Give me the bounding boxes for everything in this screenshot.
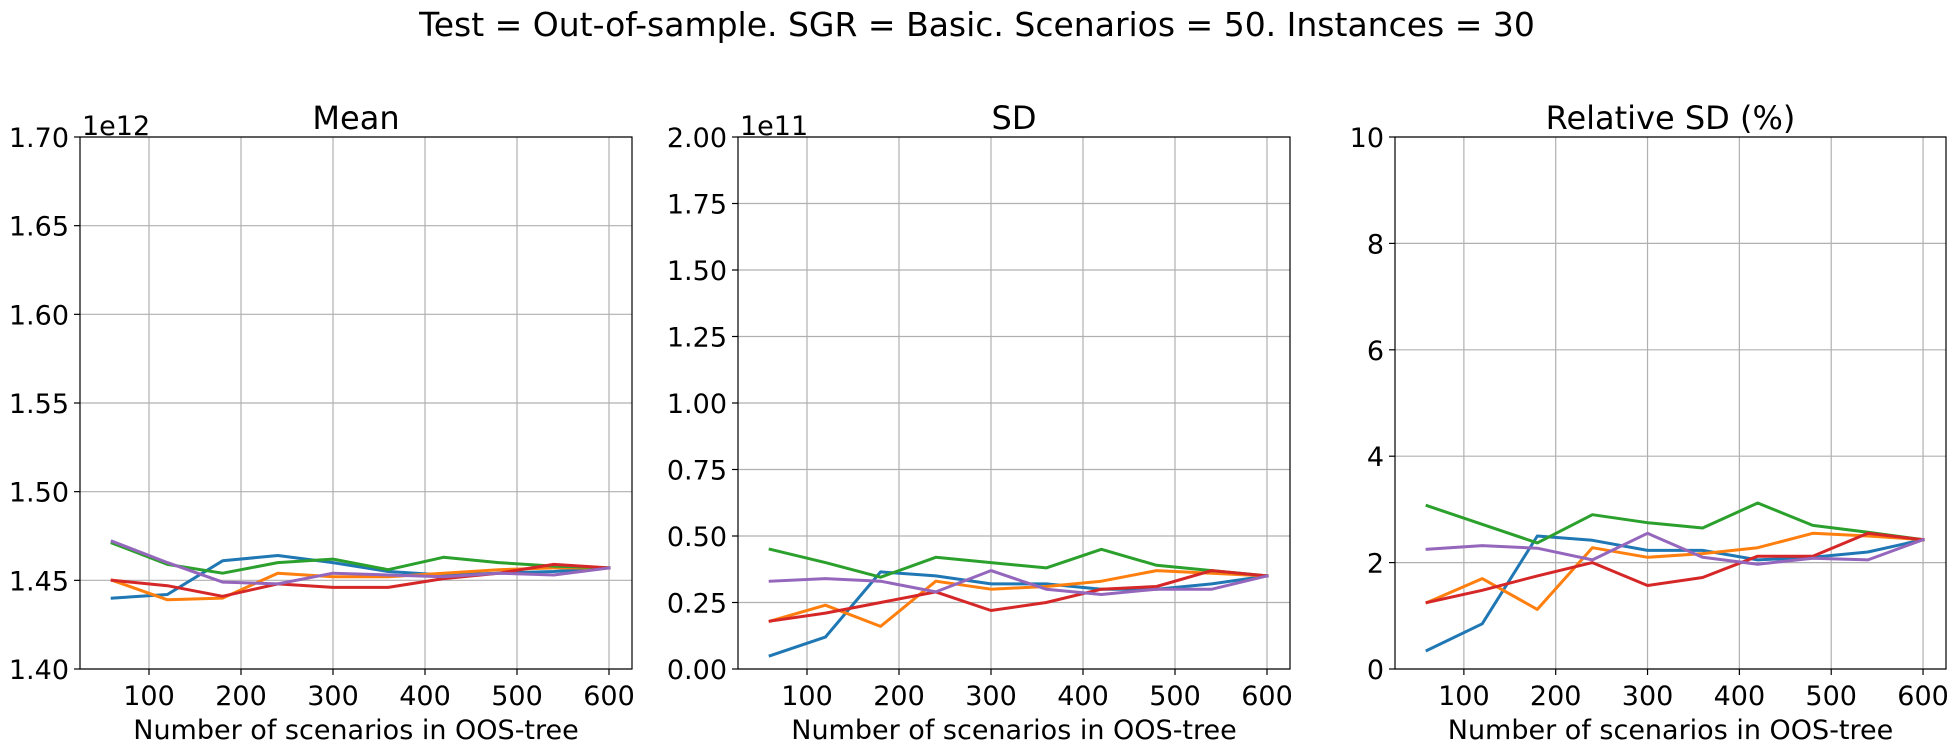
x-axis-label: Number of scenarios in OOS-tree (133, 715, 579, 746)
x-tick-label: 600 (1241, 681, 1293, 712)
y-tick-label: 8 (1367, 229, 1384, 260)
chart-title: Mean (312, 99, 399, 137)
y-tick-label: 1.65 (9, 212, 69, 243)
chart-panel-1: 100 200 300 400 500 600 1.40 1.45 1.50 1.55 1.60 1.… (9, 99, 635, 746)
x-tick-label: 100 (781, 681, 833, 712)
x-tick-label: 400 (1714, 681, 1766, 712)
series-line-4 (1425, 531, 1925, 605)
y-tick-label: 1.45 (9, 566, 69, 597)
series-line-1 (1425, 534, 1925, 653)
y-tick-label: 1.60 (9, 300, 69, 331)
axis-offset-label: 1e12 (82, 111, 150, 142)
series-line-5 (1425, 531, 1925, 566)
series-line-4 (768, 569, 1269, 623)
x-tick-label: 300 (1622, 681, 1674, 712)
chart-panel-3: 100 200 300 400 500 600 0 2 4 6 8 10 Relative SD (%)… (1350, 99, 1949, 746)
gridlines (1395, 136, 1946, 670)
y-tick-label: 1.75 (667, 190, 727, 221)
y-tick-label: 0 (1367, 655, 1384, 686)
y-tick-label: 0.00 (667, 655, 727, 686)
x-tick-label: 500 (491, 681, 543, 712)
x-tick-label: 100 (1438, 681, 1490, 712)
x-tick-label: 200 (215, 681, 267, 712)
y-tick-label: 1.55 (9, 389, 69, 420)
y-tick-label: 6 (1367, 336, 1384, 367)
panels: 100 200 300 400 500 6001.401.451.501.551.601.… (9, 99, 1949, 746)
series-line-2 (768, 569, 1269, 628)
x-tick-label: 200 (1530, 681, 1582, 712)
y-tick-label: 1.00 (667, 389, 727, 420)
series-line-3 (110, 541, 611, 575)
plot-frame (1394, 136, 1947, 670)
x-tick-label: 100 (123, 681, 175, 712)
series-line-4 (110, 562, 611, 598)
x-tick-label: 600 (583, 681, 635, 712)
series-line-5 (110, 539, 611, 586)
series-line-3 (1425, 501, 1925, 545)
y-tick-label: 1.70 (9, 123, 69, 154)
y-tick-label: 2.00 (667, 123, 727, 154)
x-axis-label: Number of scenarios in OOS-tree (791, 715, 1237, 746)
chart-title: SD (992, 99, 1037, 137)
series-line-1 (110, 554, 611, 600)
series-line-3 (768, 547, 1269, 579)
y-tick-label: 1.50 (667, 256, 727, 287)
y-tick-label: 0.50 (667, 522, 727, 553)
y-tick-label: 2 (1367, 549, 1384, 580)
series-line-2 (1425, 531, 1925, 611)
x-tick-label: 400 (1057, 681, 1109, 712)
axis-offset-label: 1e11 (740, 111, 808, 142)
y-tick-label: 4 (1367, 442, 1384, 473)
x-tick-label: 600 (1897, 681, 1949, 712)
x-tick-label: 400 (399, 681, 451, 712)
x-tick-label: 300 (307, 681, 359, 712)
x-tick-label: 300 (965, 681, 1017, 712)
x-tick-label: 500 (1805, 681, 1857, 712)
x-axis-label: Number of scenarios in OOS-tree (1448, 715, 1894, 746)
y-tick-label: 0.25 (667, 589, 727, 620)
series-line-5 (768, 569, 1269, 596)
chart-panel-2: 100 200 300 400 500 600 0.00 0.25 0.50 0.75 1.00 1.… (667, 99, 1293, 746)
y-tick-label: 10 (1350, 123, 1384, 154)
figure-suptitle: Test = Out-of-sample. SGR = Basic. Scena… (418, 5, 1535, 44)
series-line-1 (768, 570, 1269, 658)
y-tick-label: 1.50 (9, 478, 69, 509)
chart-title: Relative SD (%) (1546, 99, 1796, 137)
y-tick-label: 0.75 (667, 456, 727, 487)
y-tick-label: 1.25 (667, 323, 727, 354)
x-tick-label: 500 (1149, 681, 1201, 712)
x-tick-label: 200 (873, 681, 925, 712)
gridlines (80, 136, 632, 670)
y-tick-label: 1.40 (9, 655, 69, 686)
